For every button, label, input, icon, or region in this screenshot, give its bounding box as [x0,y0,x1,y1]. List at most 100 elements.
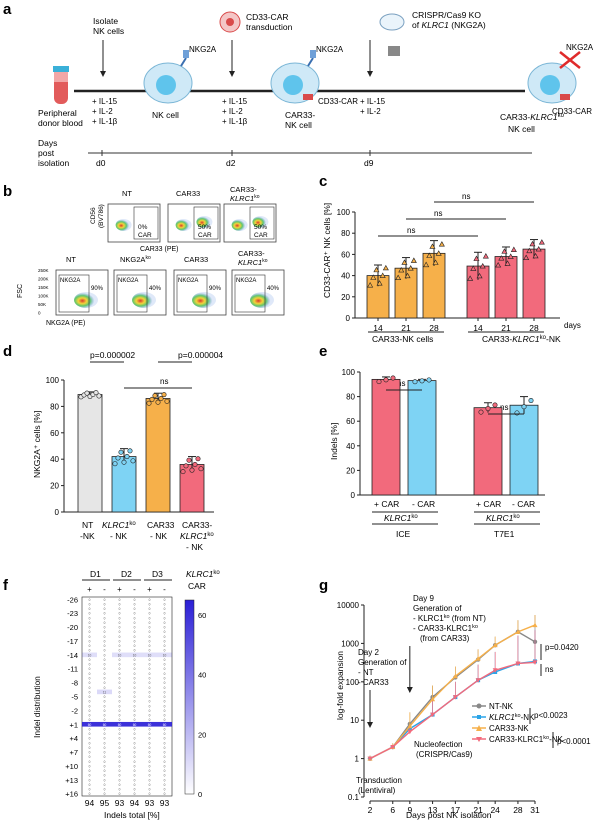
flow-ytick: 50K [38,302,46,307]
data-point [370,274,377,280]
data-point [390,375,396,381]
data-point [130,458,136,464]
heatmap-value: 60 [103,723,107,727]
bar [371,378,401,496]
panel-g-letter: g [319,577,328,594]
heatmap-value: 0 [134,626,136,630]
panel-d-ns: ns [160,377,168,386]
panel-c-ns-2: ns [434,209,442,218]
heatmap-value: 0 [89,700,91,704]
heatmap-value: 0 [164,612,166,616]
data-point [115,455,121,461]
g-ann9-4: - CAR33-KLRC1ko [413,624,478,633]
heatmap-value: 0 [104,783,106,787]
car33-nk-label-2: NK cell [285,120,312,130]
series-point [430,712,436,718]
heatmap-value: 0 [149,741,151,745]
heatmap-cell [127,652,142,658]
y-tick-label: 100 [342,368,356,377]
flow-pct: 90% [209,286,222,292]
data-point [528,398,534,404]
heatmap-ytick: +10 [65,762,78,771]
nk-cell-icon [143,50,193,104]
flow-dots [231,219,248,231]
heatmap-value: 0 [149,783,151,787]
heatmap-value: 0 [134,704,136,708]
heatmap-value: 0 [134,751,136,755]
heatmap-value: 0 [164,783,166,787]
top-ylabel-1: CD56 [90,207,97,224]
isolate-label-1: Isolate [93,16,118,26]
heatmap-ytick: -17 [67,637,78,646]
y-tick-label: 10000 [337,601,360,610]
top-title-ko: CAR33- [230,185,257,194]
heatmap-value: 0 [104,751,106,755]
data-point [438,241,445,247]
car33-ko-cell-icon [527,51,581,104]
heatmap-value: 0 [164,598,166,602]
data-point [479,262,486,269]
data-point [470,265,477,271]
heatmap-value: 0 [119,626,121,630]
heatmap-value: 0 [149,714,151,718]
heatmap-value: 0 [134,639,136,643]
heatmap-value: 0 [89,714,91,718]
heatmap-value: 0 [104,598,106,602]
data-point [155,399,161,405]
g-leg-4: CAR33-KLRC1ko-NK [489,735,564,744]
cyt2-c: + IL-1β [222,117,248,126]
crispr-label-2: of KLRC1 (NKG2A) [412,20,486,30]
heatmap-value: 0 [89,704,91,708]
flow-gate [116,274,148,313]
heatmap-value: 0 [119,727,121,731]
flow-gate-label: NKG2A [60,278,80,284]
heatmap-value: 0 [149,621,151,625]
heatmap-value: 0 [104,792,106,796]
heatmap-value: 0 [134,695,136,699]
heatmap-cell [97,689,112,695]
flow-dots [192,292,216,308]
data-point [507,253,514,259]
heatmap-cell [157,652,172,658]
x-tick-label: 31 [530,805,540,815]
x-tick-label: 21 [401,323,411,333]
heatmap-value: 0 [164,630,166,634]
y-tick-label: 80 [50,402,59,411]
heatmap-value: 0 [104,709,106,713]
heatmap-value: 0 [134,792,136,796]
e-x-4: - CAR [512,499,535,509]
data-point [373,266,380,273]
heatmap-value: 0 [149,649,151,653]
heatmap-value: 0 [134,667,136,671]
heatmap-value: 0 [104,635,106,639]
heatmap-value: 0 [89,774,91,778]
f-ylabel: Indel distribution [32,676,42,738]
heatmap-value: 0 [164,686,166,690]
heatmap-value: 0 [164,681,166,685]
f-donor-1: D1 [90,569,101,579]
donor-label-2: donor blood [38,118,83,128]
f-car: CAR [188,581,206,591]
heatmap-value: 0 [164,621,166,625]
heatmap-value: 0 [89,751,91,755]
heatmap-value: 0 [104,727,106,731]
heatmap-value: 0 [164,677,166,681]
e-method-ice: ICE [396,529,411,539]
heatmap-value: 0 [119,690,121,694]
heatmap-value: 0 [119,649,121,653]
indel-total: 94 [85,798,95,808]
data-point [538,239,545,245]
bar [407,380,437,496]
heatmap-value: 0 [164,700,166,704]
panel-e-ns-1: ns [397,379,405,388]
heatmap-value: 0 [134,658,136,662]
heatmap-value: 0 [164,718,166,722]
panel-c-group2: CAR33-KLRC1ko-NK [482,334,561,344]
heatmap-value: 0 [104,653,106,657]
bar [509,404,539,496]
heatmap-value: 0 [119,639,121,643]
crispr-icon [379,13,405,56]
y-tick-label: 80 [346,393,355,402]
d-xl-carko-3: - NK [186,542,203,552]
